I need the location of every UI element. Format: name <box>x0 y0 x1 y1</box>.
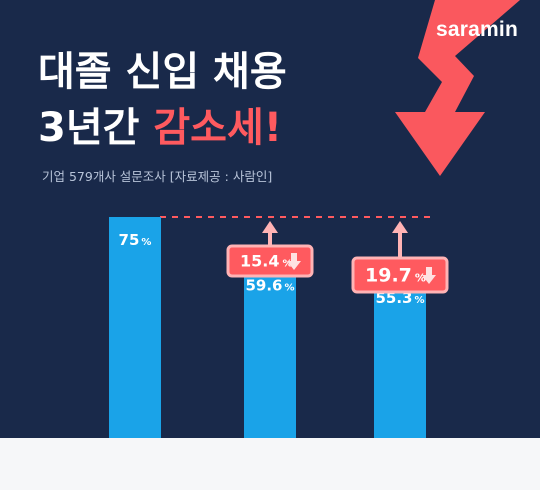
bar-value-label: 55.3% <box>375 289 424 307</box>
decrease-value: 15.4 <box>240 252 279 271</box>
value-labels-group: 75 %59.6 %55.3% <box>119 231 425 307</box>
bar-value-label: 75% <box>119 231 152 249</box>
bar-value-number: 59.6 <box>245 276 282 294</box>
bars-group <box>109 217 426 438</box>
decrease-unit: % <box>415 272 426 285</box>
callouts-group: 15.4 %19.7% <box>226 221 449 294</box>
bar-value-unit: % <box>141 237 151 248</box>
bar-value-number: 75 <box>119 231 140 249</box>
decrease-value: 19.7 <box>365 265 412 287</box>
saramin-logo: saramin <box>436 18 518 42</box>
decrease-callout-text: 15.4% <box>240 252 293 271</box>
headline-line-2: 3년간 감소세! <box>38 108 282 148</box>
bar-3 <box>374 275 426 438</box>
bar-value-unit: % <box>284 282 294 293</box>
bar-value-label: 59.6% <box>245 276 294 294</box>
headline-line-1: 대졸 신입 채용 <box>38 52 287 92</box>
trend-down-arrow-icon <box>395 0 520 176</box>
subtitle: 기업 579개사 설문조사 [자료제공 : 사람인] <box>42 166 272 185</box>
arrow-up-head-icon <box>392 221 408 233</box>
bar-value-unit: % <box>414 295 424 306</box>
headline-line-1-text: 대졸 신입 채용 <box>38 49 287 95</box>
headline-line-2-highlight: 감소세! <box>153 105 283 151</box>
bottom-band <box>0 438 540 490</box>
headline-line-2-prefix: 3년간 <box>38 105 154 151</box>
subtitle-text: 기업 579개사 설문조사 [자료제공 : 사람인] <box>42 169 273 184</box>
saramin-logo-text: saramin <box>436 18 518 41</box>
bar-1 <box>109 217 161 438</box>
down-arrow-icon <box>422 267 436 284</box>
arrow-up-head-icon <box>262 221 278 233</box>
bar-2 <box>244 262 296 438</box>
decrease-callout-box <box>351 256 449 294</box>
bar-value-number: 55.3 <box>375 289 412 307</box>
decrease-unit: % <box>282 259 292 270</box>
down-arrow-icon <box>287 253 301 270</box>
decrease-callout-text: 19.7% <box>365 265 426 287</box>
